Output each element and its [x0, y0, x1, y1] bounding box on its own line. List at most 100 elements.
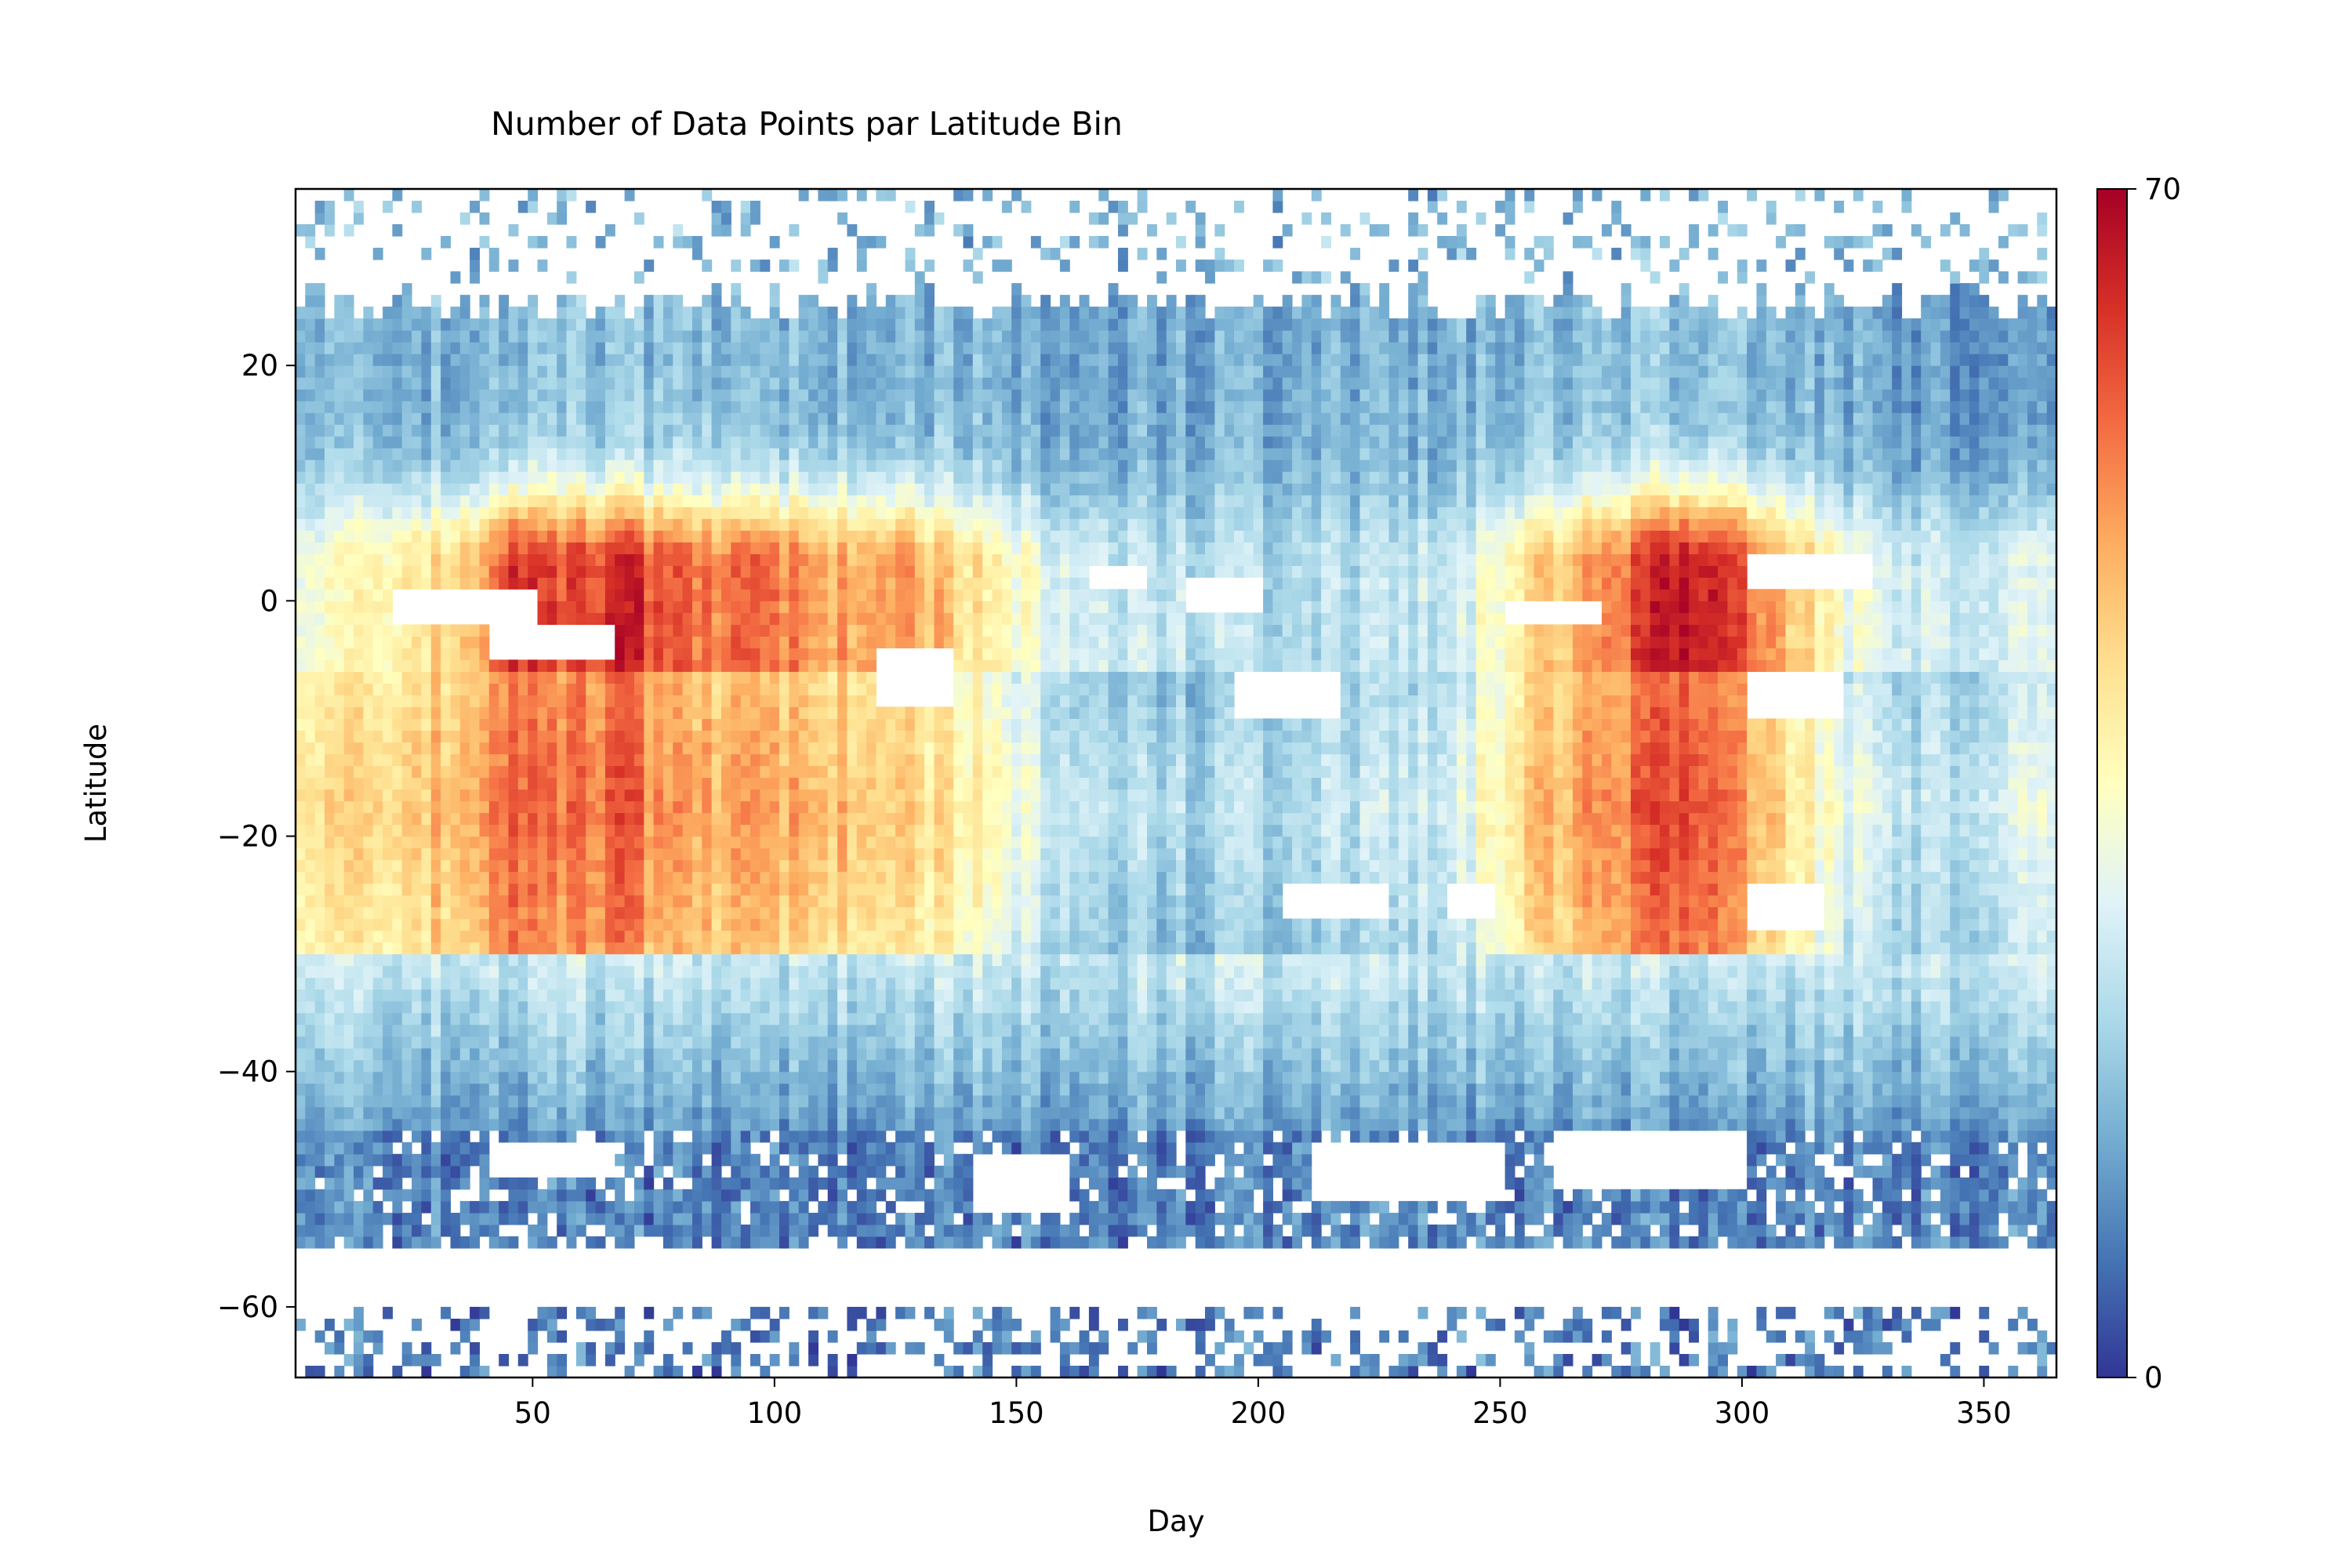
heatmap-cell — [847, 895, 858, 908]
heatmap-cell — [818, 377, 829, 390]
heatmap-cell — [895, 1224, 906, 1237]
heatmap-cell — [372, 1130, 383, 1143]
heatmap-cell — [721, 612, 731, 625]
heatmap-cell — [740, 1094, 751, 1108]
heatmap-cell — [459, 1330, 470, 1343]
heatmap-cell — [856, 953, 867, 967]
heatmap-cell — [537, 659, 548, 672]
heatmap-cell — [760, 1224, 771, 1237]
heatmap-cell — [383, 330, 393, 343]
heatmap-cell — [488, 565, 499, 578]
heatmap-cell — [586, 401, 597, 413]
heatmap-cell — [885, 1142, 896, 1155]
heatmap-cell — [546, 436, 557, 448]
heatmap-cell — [537, 1094, 548, 1108]
heatmap-cell — [421, 859, 432, 873]
heatmap-cell — [450, 354, 461, 366]
heatmap-cell — [372, 577, 383, 590]
heatmap-cell — [731, 883, 742, 896]
heatmap-cell — [334, 824, 345, 837]
heatmap-cell — [354, 318, 364, 331]
heatmap-cell — [586, 1342, 597, 1355]
heatmap-cell — [401, 1212, 412, 1225]
heatmap-cell — [604, 765, 615, 779]
heatmap-cell — [740, 554, 751, 566]
heatmap-cell — [808, 471, 818, 484]
heatmap-cell — [604, 836, 615, 849]
heatmap-cell — [644, 1165, 655, 1178]
heatmap-cell — [731, 283, 742, 296]
heatmap-cell — [856, 1212, 867, 1225]
heatmap-cell — [383, 636, 393, 648]
heatmap-cell — [789, 1083, 800, 1096]
heatmap-cell — [546, 554, 557, 566]
heatmap-cell — [354, 777, 364, 790]
heatmap-cell — [876, 542, 887, 554]
heatmap-cell — [517, 824, 528, 837]
heatmap-cell — [702, 295, 713, 307]
heatmap-cell — [314, 212, 325, 225]
heatmap-cell — [827, 671, 838, 684]
heatmap-cell — [314, 565, 325, 578]
heatmap-cell — [682, 765, 693, 779]
heatmap-cell — [682, 800, 693, 814]
heatmap-cell — [876, 1236, 887, 1249]
heatmap-cell — [769, 401, 780, 413]
heatmap-cell — [430, 965, 441, 978]
heatmap-cell — [363, 554, 374, 566]
heatmap-cell — [760, 1236, 771, 1249]
heatmap-cell — [604, 906, 615, 920]
heatmap-cell — [595, 836, 606, 849]
heatmap-cell — [740, 777, 751, 790]
heatmap-cell — [837, 742, 848, 755]
heatmap-cell — [383, 1189, 393, 1202]
heatmap-cell — [430, 836, 441, 849]
heatmap-cell — [546, 1000, 557, 1014]
heatmap-cell — [557, 518, 568, 531]
heatmap-cell — [624, 765, 635, 779]
heatmap-cell — [885, 906, 896, 920]
heatmap-cell — [470, 624, 480, 637]
heatmap-cell — [721, 1012, 731, 1025]
heatmap-cell — [305, 1036, 316, 1049]
heatmap-cell — [692, 1212, 702, 1225]
heatmap-cell — [392, 1224, 403, 1237]
heatmap-cell — [383, 977, 393, 990]
heatmap-cell — [508, 1200, 519, 1214]
heatmap-cell — [837, 1059, 848, 1073]
heatmap-cell — [557, 459, 568, 472]
heatmap-cell — [314, 683, 325, 695]
heatmap-cell — [856, 1189, 867, 1202]
heatmap-cell — [441, 812, 451, 826]
heatmap-cell — [740, 765, 751, 779]
heatmap-cell — [866, 1189, 877, 1202]
heatmap-cell — [401, 518, 412, 531]
heatmap-cell — [876, 1177, 887, 1190]
heatmap-cell — [499, 577, 510, 590]
heatmap-cell — [818, 1047, 829, 1061]
heatmap-cell — [575, 930, 586, 943]
heatmap-cell — [557, 800, 568, 814]
heatmap-cell — [682, 953, 693, 967]
heatmap-cell — [615, 859, 626, 873]
heatmap-cell — [412, 683, 422, 695]
heatmap-cell — [615, 918, 626, 931]
heatmap-cell — [557, 1012, 568, 1025]
heatmap-cell — [314, 730, 325, 743]
heatmap-cell — [557, 683, 568, 695]
heatmap-cell — [595, 506, 606, 519]
heatmap-cell — [470, 530, 480, 543]
heatmap-cell — [644, 1000, 655, 1014]
heatmap-cell — [575, 718, 586, 731]
heatmap-cell — [633, 1000, 644, 1014]
heatmap-cell — [508, 859, 519, 873]
heatmap-cell — [508, 530, 519, 543]
heatmap-cell — [459, 542, 470, 554]
heatmap-cell — [721, 718, 731, 731]
heatmap-cell — [760, 753, 771, 767]
heatmap-cell — [702, 577, 713, 590]
heatmap-cell — [421, 824, 432, 837]
heatmap-cell — [798, 1224, 809, 1237]
heatmap-cell — [818, 471, 829, 484]
heatmap-cell — [595, 1236, 606, 1249]
